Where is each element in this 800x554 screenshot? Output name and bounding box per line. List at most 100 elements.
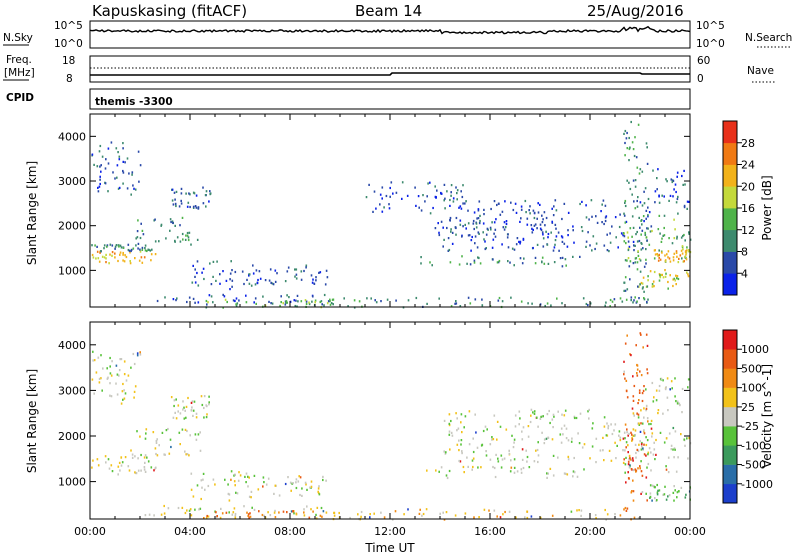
velocity-cell xyxy=(477,466,479,469)
power-cell xyxy=(677,195,679,198)
power-cell xyxy=(235,303,237,306)
power-cell xyxy=(197,207,200,210)
velocity-cell xyxy=(674,395,676,398)
power-cell xyxy=(530,224,533,227)
power-cell xyxy=(492,258,494,261)
velocity-cell xyxy=(636,368,639,371)
velocity-cell xyxy=(117,473,119,476)
velocity-cell xyxy=(539,417,542,420)
power-cell xyxy=(510,296,512,299)
velocity-cell xyxy=(333,511,336,514)
power-cell xyxy=(479,214,481,217)
velocity-cell xyxy=(636,412,638,415)
velocity-cell xyxy=(628,454,631,457)
velocity-cell xyxy=(645,333,648,336)
power-cell xyxy=(174,240,176,243)
power-cell xyxy=(137,247,139,250)
colorbar-swatch xyxy=(723,387,737,408)
velocity-cell xyxy=(553,415,555,418)
cpid-frame xyxy=(89,88,691,110)
velocity-cell xyxy=(472,450,475,454)
velocity-cell xyxy=(659,431,662,434)
power-cell xyxy=(289,300,292,303)
power-cell xyxy=(295,273,298,276)
power-cell xyxy=(541,261,543,264)
power-cell xyxy=(132,247,135,250)
velocity-cell xyxy=(637,467,639,470)
velocity-cell xyxy=(638,443,640,446)
velocity-cell xyxy=(634,434,636,437)
velocity-cell xyxy=(165,429,168,432)
velocity-cell xyxy=(291,482,293,485)
velocity-cell xyxy=(665,437,668,440)
power-cell xyxy=(468,234,471,237)
velocity-cell xyxy=(145,432,147,435)
velocity-cell xyxy=(537,441,539,444)
velocity-cell xyxy=(625,379,628,382)
velocity-cell xyxy=(521,438,524,441)
power-cell xyxy=(595,215,597,218)
velocity-cell xyxy=(369,516,371,519)
power-cell xyxy=(440,191,442,195)
power-cell xyxy=(460,190,462,193)
velocity-cell xyxy=(637,402,639,405)
power-cell xyxy=(286,270,289,273)
velocity-cell xyxy=(628,477,630,480)
velocity-cell xyxy=(450,431,453,434)
velocity-cell xyxy=(250,496,252,499)
power-cell xyxy=(686,246,688,249)
velocity-cell xyxy=(664,388,667,391)
power-cell xyxy=(469,263,472,266)
velocity-cell xyxy=(265,483,268,486)
power-cell xyxy=(381,210,384,213)
velocity-cell xyxy=(613,429,615,432)
power-cell xyxy=(640,233,642,236)
velocity-cell xyxy=(305,483,307,486)
power-cell xyxy=(595,242,598,245)
velocity-cell xyxy=(518,423,520,426)
velocity-cell xyxy=(444,452,447,455)
power-cell xyxy=(544,224,546,227)
velocity-cell xyxy=(552,454,555,457)
velocity-cell xyxy=(642,447,644,450)
power-cell xyxy=(370,297,372,300)
power-cell xyxy=(587,231,589,234)
velocity-cell xyxy=(91,378,94,381)
power-cell xyxy=(497,261,500,264)
power-cell xyxy=(676,277,678,280)
power-cell xyxy=(456,192,458,195)
velocity-cell xyxy=(526,516,529,520)
power-cell xyxy=(479,262,482,265)
power-cell xyxy=(483,238,485,241)
power-cell xyxy=(541,221,544,224)
power-cell xyxy=(454,302,456,305)
power-cell xyxy=(225,279,228,282)
power-cell xyxy=(205,299,208,303)
velocity-cell xyxy=(513,458,516,461)
velocity-cell xyxy=(629,458,632,461)
velocity-cell xyxy=(673,447,676,450)
power-cell xyxy=(190,243,192,246)
velocity-cell xyxy=(248,495,251,498)
colorbar-swatch xyxy=(723,464,737,485)
colorbar-tick-label: 20 xyxy=(741,180,755,193)
power-cell xyxy=(637,254,640,257)
velocity-cell xyxy=(649,492,652,495)
velocity-cell xyxy=(155,452,157,456)
velocity-cell xyxy=(144,461,146,464)
power-cell xyxy=(139,250,142,253)
velocity-cell xyxy=(253,474,256,477)
velocity-cell xyxy=(450,419,452,423)
power-cell xyxy=(627,236,629,239)
power-cell xyxy=(567,229,569,232)
velocity-cell xyxy=(109,372,112,375)
power-cell xyxy=(169,218,172,221)
power-cell xyxy=(657,259,660,262)
velocity-cell xyxy=(304,481,307,484)
velocity-cell xyxy=(188,454,190,457)
velocity-cell xyxy=(632,479,634,482)
power-cell xyxy=(473,211,476,214)
velocity-cell xyxy=(641,422,644,425)
power-cell xyxy=(644,233,647,236)
power-cell xyxy=(115,147,118,150)
